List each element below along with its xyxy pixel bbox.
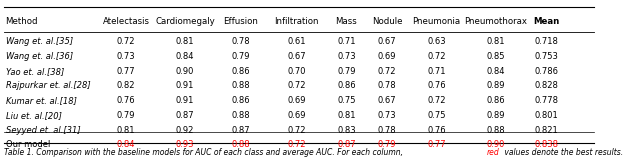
Text: 0.90: 0.90 <box>176 67 195 76</box>
Text: 0.786: 0.786 <box>535 67 559 76</box>
Text: 0.72: 0.72 <box>427 52 445 61</box>
Text: Method: Method <box>6 17 38 26</box>
Text: 0.88: 0.88 <box>232 140 250 149</box>
Text: 0.72: 0.72 <box>287 140 306 149</box>
Text: 0.75: 0.75 <box>337 96 356 105</box>
Text: 0.67: 0.67 <box>378 37 396 46</box>
Text: 0.71: 0.71 <box>427 67 445 76</box>
Text: 0.90: 0.90 <box>486 140 504 149</box>
Text: values denote the best results.: values denote the best results. <box>502 148 623 157</box>
Text: 0.73: 0.73 <box>117 52 136 61</box>
Text: Rajpurkar et. al.[28]: Rajpurkar et. al.[28] <box>6 81 90 90</box>
Text: 0.77: 0.77 <box>117 67 136 76</box>
Text: 0.89: 0.89 <box>486 81 504 90</box>
Text: 0.86: 0.86 <box>232 67 250 76</box>
Text: 0.78: 0.78 <box>378 126 396 135</box>
Text: red: red <box>486 148 499 157</box>
Text: 0.83: 0.83 <box>337 126 356 135</box>
Text: 0.70: 0.70 <box>287 67 306 76</box>
Text: 0.838: 0.838 <box>535 140 559 149</box>
Text: 0.79: 0.79 <box>117 111 136 120</box>
Text: 0.76: 0.76 <box>427 126 445 135</box>
Text: 0.801: 0.801 <box>535 111 559 120</box>
Text: 0.82: 0.82 <box>117 81 136 90</box>
Text: 0.828: 0.828 <box>535 81 559 90</box>
Text: Mass: Mass <box>335 17 357 26</box>
Text: Kumar et. al.[18]: Kumar et. al.[18] <box>6 96 76 105</box>
Text: 0.69: 0.69 <box>287 111 306 120</box>
Text: 0.63: 0.63 <box>427 37 445 46</box>
Text: Nodule: Nodule <box>372 17 402 26</box>
Text: 0.86: 0.86 <box>486 96 505 105</box>
Text: 0.72: 0.72 <box>378 67 396 76</box>
Text: 0.88: 0.88 <box>232 81 250 90</box>
Text: 0.84: 0.84 <box>117 140 136 149</box>
Text: 0.718: 0.718 <box>535 37 559 46</box>
Text: 0.92: 0.92 <box>176 126 195 135</box>
Text: 0.69: 0.69 <box>287 96 306 105</box>
Text: 0.79: 0.79 <box>337 67 356 76</box>
Text: 0.85: 0.85 <box>486 52 504 61</box>
Text: 0.78: 0.78 <box>232 37 250 46</box>
Text: 0.87: 0.87 <box>232 126 250 135</box>
Text: 0.78: 0.78 <box>378 81 396 90</box>
Text: 0.75: 0.75 <box>427 111 445 120</box>
Text: 0.81: 0.81 <box>486 37 504 46</box>
Text: 0.86: 0.86 <box>232 96 250 105</box>
Text: 0.88: 0.88 <box>486 126 505 135</box>
Text: 0.72: 0.72 <box>287 81 306 90</box>
Text: 0.86: 0.86 <box>337 81 356 90</box>
Text: 0.69: 0.69 <box>378 52 396 61</box>
Text: Cardiomegaly: Cardiomegaly <box>156 17 215 26</box>
Text: 0.73: 0.73 <box>337 52 356 61</box>
Text: 0.91: 0.91 <box>176 81 195 90</box>
Text: Atelectasis: Atelectasis <box>102 17 150 26</box>
Text: 0.87: 0.87 <box>176 111 195 120</box>
Text: 0.71: 0.71 <box>337 37 356 46</box>
Text: 0.87: 0.87 <box>337 140 356 149</box>
Text: 0.77: 0.77 <box>427 140 445 149</box>
Text: 0.88: 0.88 <box>232 111 250 120</box>
Text: Mean: Mean <box>534 17 560 26</box>
Text: 0.91: 0.91 <box>176 96 195 105</box>
Text: 0.72: 0.72 <box>117 37 136 46</box>
Text: 0.821: 0.821 <box>535 126 559 135</box>
Text: 0.753: 0.753 <box>535 52 559 61</box>
Text: Our model: Our model <box>6 140 50 149</box>
Text: Pneumonia: Pneumonia <box>412 17 460 26</box>
Text: Wang et. al.[35]: Wang et. al.[35] <box>6 37 73 46</box>
Text: 0.81: 0.81 <box>337 111 356 120</box>
Text: Infiltration: Infiltration <box>274 17 319 26</box>
Text: 0.79: 0.79 <box>232 52 250 61</box>
Text: 0.72: 0.72 <box>427 96 445 105</box>
Text: 0.84: 0.84 <box>176 52 195 61</box>
Text: 0.61: 0.61 <box>287 37 306 46</box>
Text: Wang et. al.[36]: Wang et. al.[36] <box>6 52 73 61</box>
Text: Pneumothorax: Pneumothorax <box>464 17 527 26</box>
Text: 0.76: 0.76 <box>117 96 136 105</box>
Text: 0.93: 0.93 <box>176 140 195 149</box>
Text: 0.73: 0.73 <box>378 111 396 120</box>
Text: 0.81: 0.81 <box>117 126 136 135</box>
Text: Table 1. Comparison with the baseline models for AUC of each class and average A: Table 1. Comparison with the baseline mo… <box>4 148 406 157</box>
Text: 0.67: 0.67 <box>287 52 306 61</box>
Text: 0.89: 0.89 <box>486 111 504 120</box>
Text: 0.67: 0.67 <box>378 96 396 105</box>
Text: 0.778: 0.778 <box>535 96 559 105</box>
Text: 0.72: 0.72 <box>287 126 306 135</box>
Text: 0.76: 0.76 <box>427 81 445 90</box>
Text: 0.81: 0.81 <box>176 37 195 46</box>
Text: Effusion: Effusion <box>223 17 258 26</box>
Text: Yao et. al.[38]: Yao et. al.[38] <box>6 67 64 76</box>
Text: Seyyed et. al.[31]: Seyyed et. al.[31] <box>6 126 80 135</box>
Text: 0.84: 0.84 <box>486 67 504 76</box>
Text: 0.79: 0.79 <box>378 140 396 149</box>
Text: Liu et. al.[20]: Liu et. al.[20] <box>6 111 61 120</box>
